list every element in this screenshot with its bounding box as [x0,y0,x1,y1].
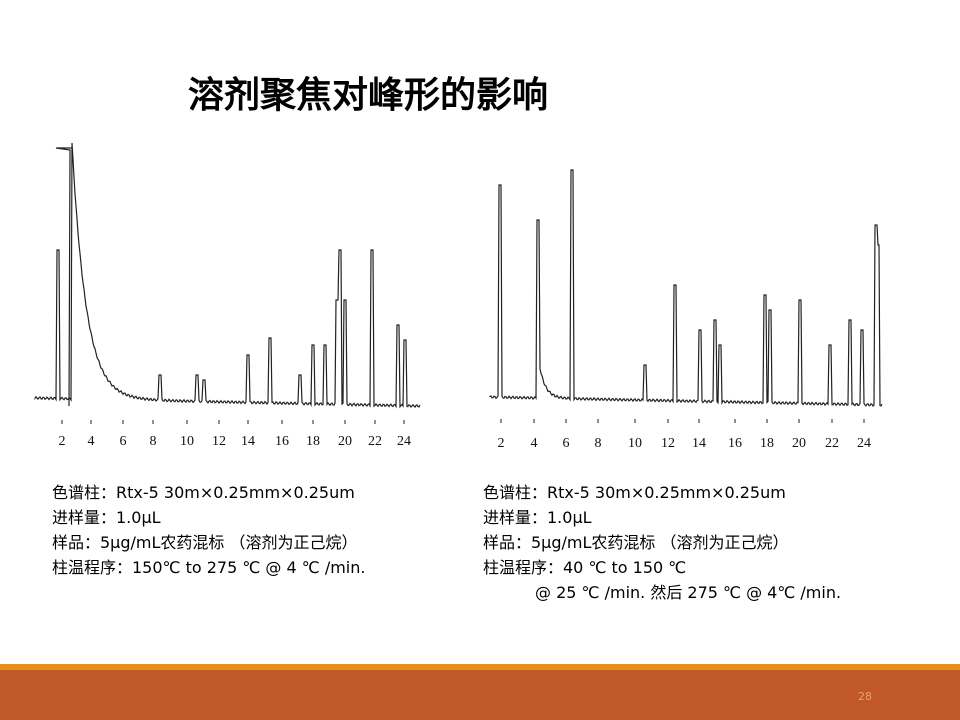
tick-label: 14 [692,436,706,451]
tick-label: 18 [760,436,774,451]
tick-label: 16 [728,436,742,451]
caption-line: 样品：5μg/mL农药混标 （溶剂为正己烷） [52,533,358,552]
chromatogram-trace [34,142,421,409]
tick-label: 16 [275,434,289,449]
tick-label: 10 [180,434,194,449]
tick-label: 2 [498,436,505,451]
caption: 色谱柱：Rtx-5 30m×0.25mm×0.25um 进样量：1.0μL 样品：5… [52,480,365,580]
caption-line: 样品：5μg/mL农药混标 （溶剂为正己烷） [483,533,789,552]
tick-label: 10 [628,436,642,451]
caption: 色谱柱：Rtx-5 30m×0.25mm×0.25um 进样量：1.0μL 样品：5… [483,480,841,605]
chromatogram-trace [489,169,883,407]
caption-line: 进样量：1.0μL [52,508,161,527]
tick-label: 24 [857,436,871,451]
tick-label: 24 [397,434,411,449]
tick-label: 18 [306,434,320,449]
caption-line: 进样量：1.0μL [483,508,592,527]
caption-line: 柱温程序：150℃ to 275 ℃ @ 4 ℃ /min. [52,558,366,577]
tick-label: 6 [120,434,127,449]
tick-label: 14 [241,434,255,449]
tick-label: 6 [563,436,570,451]
tick-label: 22 [368,434,382,449]
tick-label: 4 [531,436,538,451]
tick-label: 12 [661,436,675,451]
caption-line: 色谱柱：Rtx-5 30m×0.25mm×0.25um [483,483,786,502]
caption-line: @ 25 ℃ /min. 然后 275 ℃ @ 4℃ /min. [535,583,842,602]
solvent-peak [55,147,72,407]
tick-label: 22 [825,436,839,451]
page-number: 28 [858,690,872,703]
caption-line: 柱温程序：40 ℃ to 150 ℃ [483,558,687,577]
band [0,670,960,720]
slide-title: 溶剂聚焦对峰形的影响 [188,75,549,116]
tick-label: 4 [88,434,95,449]
tick-label: 2 [59,434,66,449]
tick-label: 8 [150,434,157,449]
caption-line: 色谱柱：Rtx-5 30m×0.25mm×0.25um [52,483,355,502]
tick-label: 20 [338,434,352,449]
tick-label: 20 [792,436,806,451]
band-stripe [0,664,960,670]
tick-label: 8 [595,436,602,451]
tick-label: 12 [212,434,226,449]
